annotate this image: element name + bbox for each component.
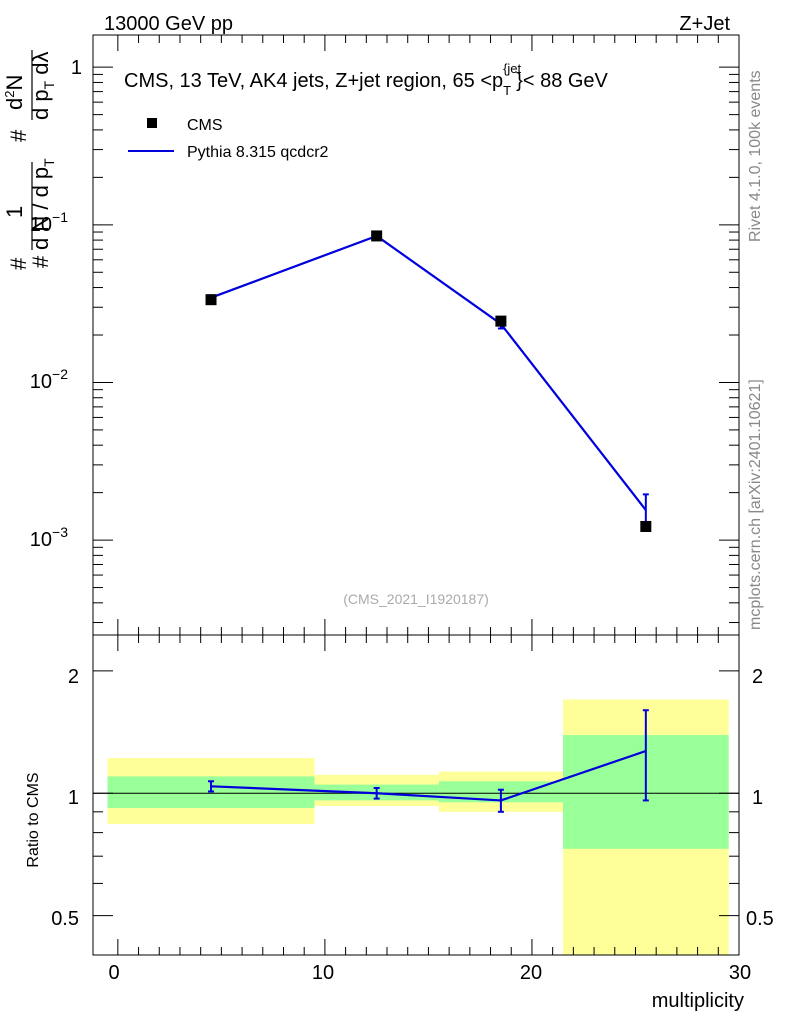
y-tick-label-0.001: 10−3 <box>30 524 68 551</box>
legend-label-mc: Pythia 8.315 qcdcr2 <box>187 144 329 161</box>
ratio-line <box>210 749 647 802</box>
ratio-y-tick-label-0.5-left: 0.5 <box>51 908 79 930</box>
x-tick-label-10: 10 <box>312 962 334 984</box>
x-axis-label: multiplicity <box>652 990 744 1012</box>
ratio-y-tick-label-2-right: 2 <box>752 666 763 688</box>
header-right: Z+Jet <box>679 13 730 35</box>
ylabel-den1: d N / d pT <box>28 158 57 250</box>
mc-line <box>210 234 647 511</box>
cms-data-point <box>205 294 217 306</box>
title-sub: T <box>503 83 511 98</box>
y-tick-label-1: 1 <box>71 57 82 79</box>
title-close: }< 88 GeV <box>516 70 608 92</box>
cms-data-point <box>640 520 652 532</box>
legend-marker-cms <box>147 118 157 128</box>
main-panel: CMS, 13 TeV, AK4 jets, Z+jet region, 65 … <box>2 34 740 636</box>
ratio-y-tick-label-1-left: 1 <box>68 787 79 809</box>
ylabel-d2n: d2N <box>2 75 27 110</box>
cms-data-point <box>495 315 507 327</box>
ylabel-hash1: # <box>6 257 31 270</box>
y-tick-label-0.1: 10−1 <box>30 209 68 236</box>
x-tick-label-20: 20 <box>520 962 542 984</box>
y-tick-label-0.01: 10−2 <box>30 366 68 393</box>
ratio-y-tick-label-2-left: 2 <box>68 666 79 688</box>
legend-label-cms: CMS <box>187 117 223 134</box>
ratio-y-tick-label-1-right: 1 <box>752 787 763 809</box>
y-axis-label: # # 1 d N / d pT # d2N d pT dλ <box>2 50 57 270</box>
title-main: CMS, 13 TeV, AK4 jets, Z+jet region, 65 … <box>124 70 503 92</box>
ylabel-hash1b: # <box>28 255 53 268</box>
ratio-panel: Ratio to CMS 2 1 0.5 2 1 0.5 0 10 20 30 … <box>25 634 774 1012</box>
mcplots-label: mcplots.cern.ch [arXiv:2401.10621] <box>747 379 764 630</box>
plot-title: CMS, 13 TeV, AK4 jets, Z+jet region, 65 … <box>124 61 609 98</box>
watermark: (CMS_2021_I1920187) <box>343 591 489 607</box>
ylabel-den2: d pT dλ <box>28 51 57 120</box>
rivet-label: Rivet 4.1.0, 100k events <box>747 70 764 242</box>
x-tick-label-0: 0 <box>108 962 119 984</box>
title-sup: {jet <box>503 61 521 76</box>
ratio-frame <box>92 634 740 956</box>
cms-data-point <box>371 230 383 242</box>
ylabel-one: 1 <box>2 206 27 218</box>
ylabel-hash2: # <box>6 129 31 142</box>
ratio-y-tick-label-0.5-right: 0.5 <box>746 908 774 930</box>
x-tick-label-30: 30 <box>729 962 751 984</box>
ratio-ylabel: Ratio to CMS <box>25 772 42 867</box>
header-left: 13000 GeV pp <box>104 13 233 35</box>
